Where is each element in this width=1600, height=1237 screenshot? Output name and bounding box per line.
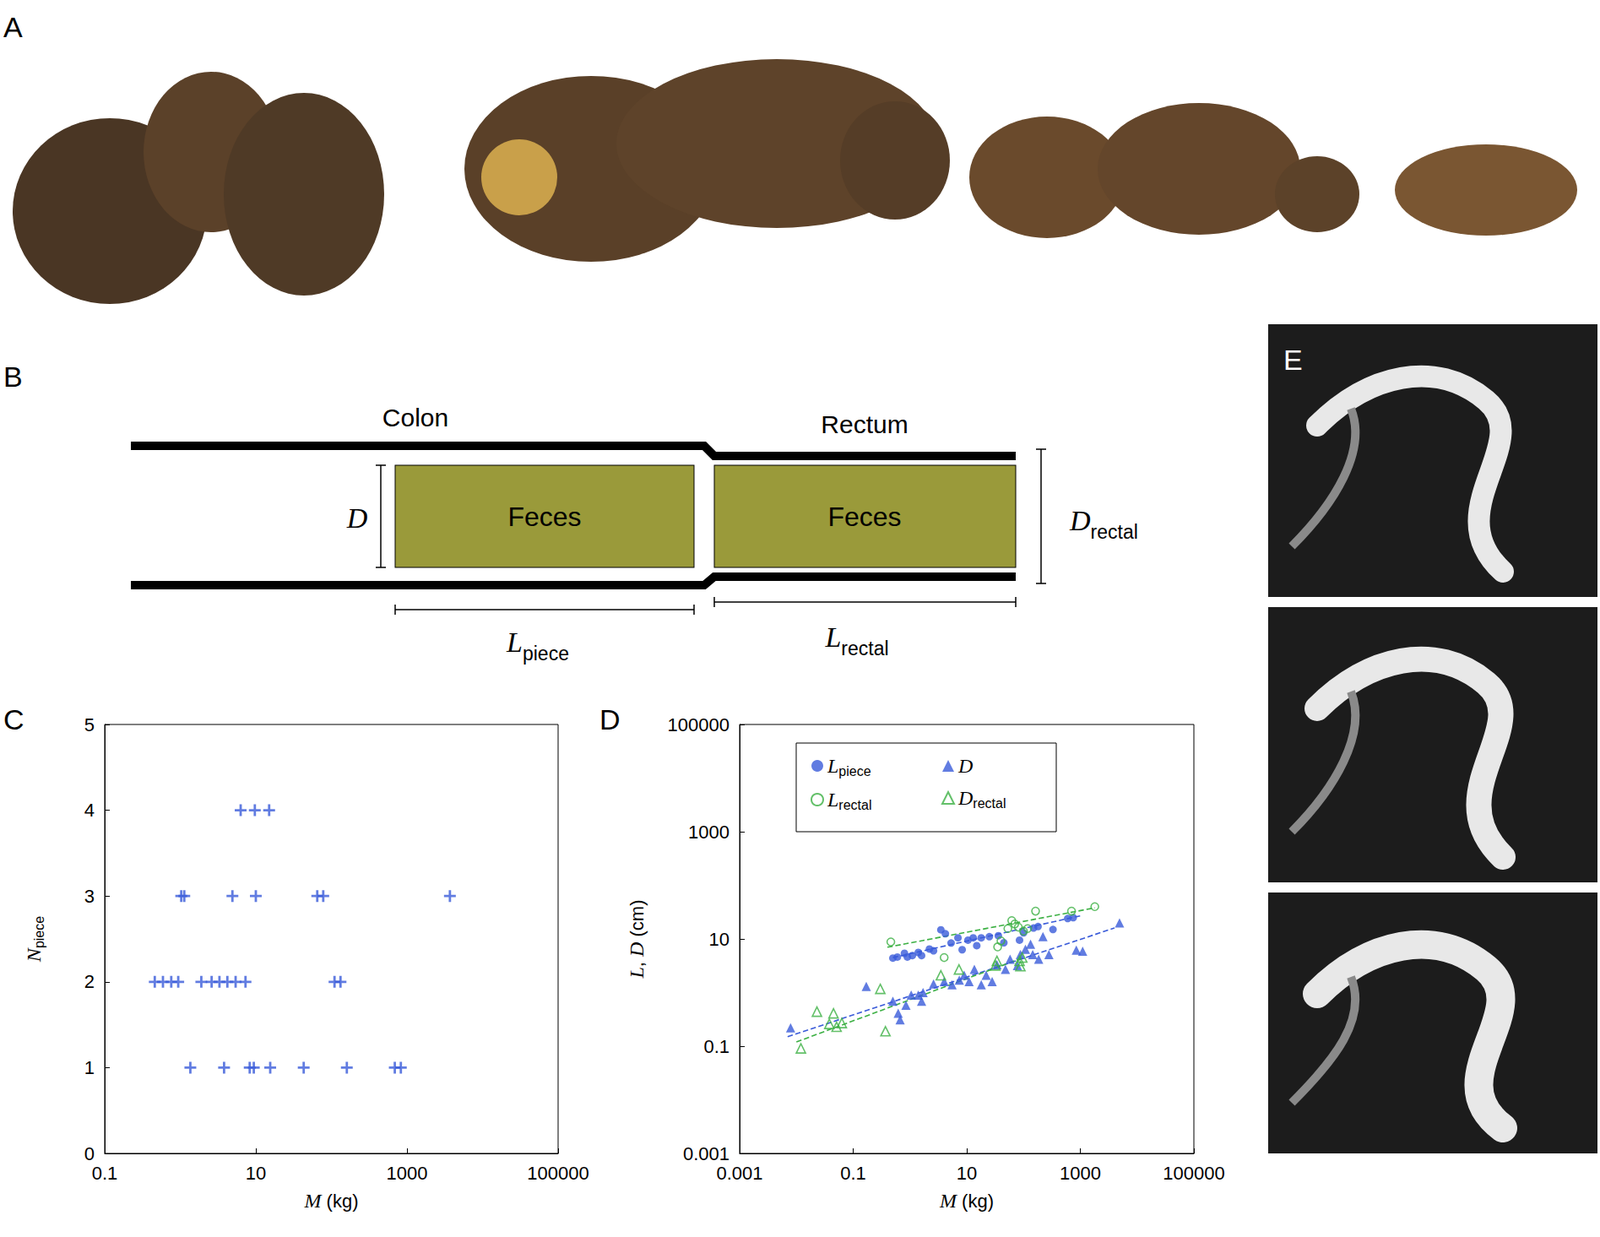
svg-text:(cm): (cm) xyxy=(626,900,648,943)
svg-text:(kg): (kg) xyxy=(956,1190,994,1212)
svg-text:Feces: Feces xyxy=(507,501,581,532)
svg-text:2: 2 xyxy=(84,970,95,993)
svg-text:0.001: 0.001 xyxy=(683,1143,730,1165)
svg-text:L: L xyxy=(826,788,839,811)
svg-text:N: N xyxy=(22,948,45,962)
svg-text:0.1: 0.1 xyxy=(703,1035,730,1058)
svg-text:(kg): (kg) xyxy=(320,1190,358,1212)
svg-text:Lrectal: Lrectal xyxy=(824,621,889,660)
svg-text:3: 3 xyxy=(84,885,95,907)
svg-text:E: E xyxy=(1283,343,1303,376)
svg-text:5: 5 xyxy=(84,714,95,736)
svg-text:M: M xyxy=(303,1189,324,1212)
svg-text:1000: 1000 xyxy=(688,821,730,843)
svg-text:D: D xyxy=(625,942,648,958)
svg-text:Drectal: Drectal xyxy=(1068,504,1139,543)
svg-text:B: B xyxy=(3,360,23,393)
svg-text:1: 1 xyxy=(84,1057,95,1079)
svg-text:D: D xyxy=(957,754,973,777)
svg-text:4: 4 xyxy=(84,799,95,821)
svg-text:10: 10 xyxy=(956,1162,977,1184)
svg-text:0.1: 0.1 xyxy=(840,1162,867,1184)
svg-text:,: , xyxy=(626,956,648,967)
svg-text:rectal: rectal xyxy=(972,796,1006,811)
svg-text:Rectum: Rectum xyxy=(820,410,908,439)
svg-text:10: 10 xyxy=(709,928,730,950)
svg-text:Colon: Colon xyxy=(382,403,449,432)
svg-text:100000: 100000 xyxy=(526,1162,589,1184)
svg-text:A: A xyxy=(3,10,23,44)
svg-text:rectal: rectal xyxy=(838,797,872,813)
svg-text:0.1: 0.1 xyxy=(92,1162,119,1184)
svg-text:M: M xyxy=(938,1189,959,1212)
svg-text:C: C xyxy=(3,703,25,736)
svg-text:D: D xyxy=(599,703,621,736)
svg-text:100000: 100000 xyxy=(1162,1162,1225,1184)
svg-text:0.001: 0.001 xyxy=(715,1162,763,1184)
svg-text:100000: 100000 xyxy=(667,714,730,736)
svg-text:piece: piece xyxy=(32,916,47,949)
svg-text:L: L xyxy=(625,966,648,979)
svg-text:D: D xyxy=(346,502,369,534)
svg-text:0: 0 xyxy=(84,1143,95,1165)
svg-text:Feces: Feces xyxy=(827,501,901,532)
svg-text:piece: piece xyxy=(838,764,871,779)
svg-text:1000: 1000 xyxy=(386,1162,429,1184)
svg-text:Lpiece: Lpiece xyxy=(505,626,570,665)
svg-text:D: D xyxy=(957,786,973,809)
svg-text:10: 10 xyxy=(245,1162,266,1184)
svg-text:1000: 1000 xyxy=(1059,1162,1102,1184)
svg-text:L: L xyxy=(826,754,839,777)
